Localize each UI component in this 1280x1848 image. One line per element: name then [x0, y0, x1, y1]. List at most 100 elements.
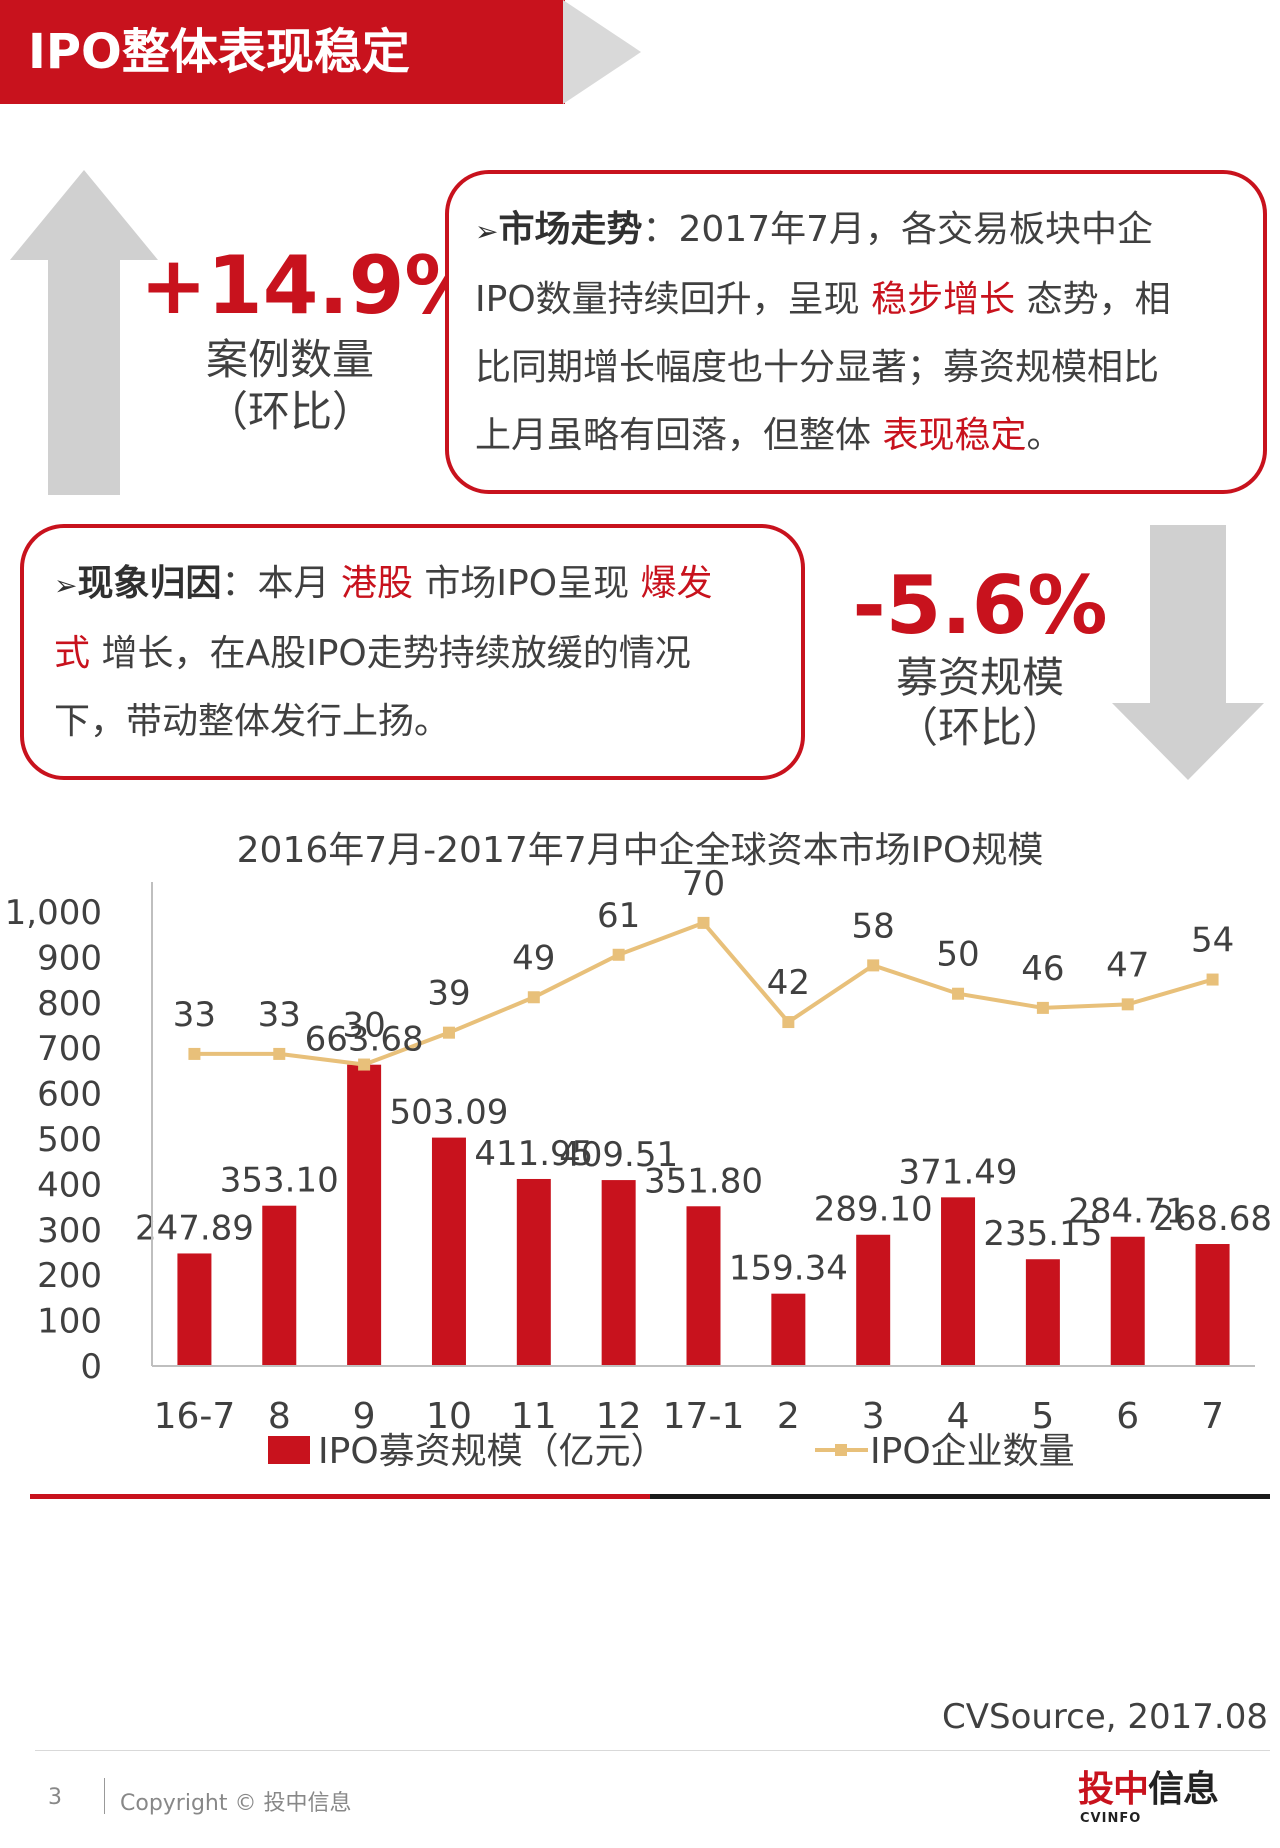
- y-tick-label: 0: [80, 1347, 102, 1387]
- cvinfo-logo: 投中信息 CVINFO: [1078, 1769, 1219, 1828]
- page-number: 3: [48, 1785, 62, 1810]
- legend-bar-label: IPO募资规模（亿元）: [318, 1431, 667, 1472]
- count-value-label: 42: [767, 963, 810, 1003]
- down-arrow-icon: [1112, 525, 1264, 780]
- x-tick-label: 12: [596, 1396, 642, 1437]
- bar: [177, 1253, 212, 1366]
- y-tick-label: 900: [37, 938, 102, 978]
- funds-change-label: 募资规模: [895, 653, 1064, 702]
- bar-value-label: 289.10: [814, 1190, 933, 1230]
- count-point: [1036, 1001, 1049, 1014]
- market-trend-text-2: IPO数量持续回升，呈现: [475, 279, 860, 320]
- count-point: [867, 959, 880, 972]
- count-value-label: 54: [1191, 921, 1234, 961]
- header-arrow-icon: [563, 0, 641, 104]
- bullet-arrow-icon: ➢: [54, 569, 78, 602]
- x-tick-label: 4: [947, 1396, 970, 1437]
- market-trend-text-1: ：2017年7月，各交易板块中企: [642, 209, 1154, 250]
- y-tick-label: 100: [37, 1302, 102, 1342]
- count-point: [1121, 998, 1134, 1011]
- count-point: [1206, 973, 1219, 986]
- cause-highlight-1: 港股: [340, 563, 413, 604]
- count-point: [782, 1016, 795, 1029]
- legend-bar-swatch: [268, 1436, 310, 1464]
- x-tick-label: 2: [777, 1396, 800, 1437]
- x-tick-label: 7: [1201, 1396, 1224, 1437]
- cause-heading: 现象归因: [77, 563, 222, 604]
- bar-value-label: 663.68: [305, 1020, 424, 1060]
- bar-value-label: 247.89: [135, 1208, 254, 1248]
- copyright-text: Copyright © 投中信息: [120, 1791, 352, 1816]
- logo-chinese: 投中信息: [1078, 1769, 1219, 1810]
- x-tick-label: 3: [862, 1396, 885, 1437]
- market-trend-text-6: 。: [1026, 415, 1063, 456]
- bullet-arrow-icon: ➢: [475, 215, 499, 248]
- bar-value-label: 503.09: [389, 1093, 508, 1133]
- bar-value-label: 268.68: [1153, 1199, 1272, 1239]
- cause-text-3: 增长，在A股IPO走势持续放缓的情况: [101, 633, 691, 674]
- count-value-label: 33: [173, 995, 216, 1035]
- x-tick-label: 10: [426, 1396, 472, 1437]
- count-point: [273, 1047, 286, 1060]
- bar-value-label: 409.51: [559, 1135, 678, 1175]
- bar: [347, 1064, 382, 1366]
- count-value-label: 49: [512, 938, 555, 978]
- x-tick-label: 17-1: [663, 1396, 745, 1437]
- cause-text-4: 下，带动整体发行上扬。: [54, 701, 451, 742]
- count-point: [527, 991, 540, 1004]
- cause-text-2: 市场IPO呈现: [424, 563, 630, 604]
- count-value-label: 61: [597, 896, 640, 936]
- legend-line-label: IPO企业数量: [870, 1431, 1075, 1472]
- page-title: IPO整体表现稳定: [28, 24, 410, 80]
- bar: [262, 1205, 297, 1366]
- logo-chinese-part-2: 信息: [1148, 1769, 1219, 1810]
- bar: [1025, 1259, 1060, 1366]
- count-point: [612, 948, 625, 961]
- market-trend-heading: 市场走势: [498, 209, 643, 250]
- logo-english: CVINFO: [1080, 1811, 1142, 1826]
- bar-value-label: 371.49: [899, 1152, 1018, 1192]
- count-point: [188, 1047, 201, 1060]
- count-value-label: 70: [682, 864, 725, 904]
- count-value-label: 33: [258, 995, 301, 1035]
- count-value-label: 58: [852, 906, 895, 946]
- bar-value-label: 351.80: [644, 1161, 763, 1201]
- x-tick-label: 8: [268, 1396, 291, 1437]
- bar-value-label: 284.71: [1068, 1192, 1187, 1232]
- y-tick-label: 600: [37, 1075, 102, 1115]
- bar: [856, 1234, 891, 1366]
- bar-value-label: 411.95: [474, 1134, 593, 1174]
- bar: [686, 1206, 721, 1366]
- cause-highlight-2: 爆发: [640, 563, 713, 604]
- x-tick-label: 16-7: [154, 1396, 236, 1437]
- y-tick-label: 400: [37, 1165, 102, 1205]
- count-value-label: 50: [936, 935, 979, 975]
- x-tick-label: 11: [511, 1396, 557, 1437]
- y-tick-label: 700: [37, 1029, 102, 1069]
- market-trend-text-5: 上月虽略有回落，但整体: [475, 415, 872, 456]
- x-tick-label: 6: [1116, 1396, 1139, 1437]
- bar: [1110, 1236, 1145, 1366]
- bar-value-label: 159.34: [729, 1249, 848, 1289]
- chart-divider-red: [30, 1494, 650, 1499]
- source-note: CVSource, 2017.08: [942, 1697, 1268, 1737]
- bar: [601, 1180, 636, 1366]
- bar: [1195, 1244, 1230, 1366]
- footer-divider: [35, 1750, 1270, 1751]
- bar: [516, 1178, 551, 1366]
- chart-divider-black: [650, 1494, 1270, 1499]
- count-value-label: 39: [427, 974, 470, 1014]
- bar: [771, 1293, 806, 1366]
- count-point: [358, 1058, 371, 1071]
- bar-value-label: 353.10: [220, 1161, 339, 1201]
- count-value-label: 30: [342, 1006, 385, 1046]
- x-tick-label: 9: [353, 1396, 376, 1437]
- ipo-chart: 2016年7月-2017年7月中企全球资本市场IPO规模 247.89 353.1…: [5, 830, 1272, 1499]
- market-trend-highlight-2: 表现稳定: [882, 415, 1027, 456]
- count-value-label: 46: [1021, 949, 1064, 989]
- count-point: [697, 916, 710, 929]
- y-tick-label: 200: [37, 1256, 102, 1296]
- x-tick-label: 5: [1031, 1396, 1054, 1437]
- count-point: [442, 1026, 455, 1039]
- y-tick-label: 800: [37, 984, 102, 1024]
